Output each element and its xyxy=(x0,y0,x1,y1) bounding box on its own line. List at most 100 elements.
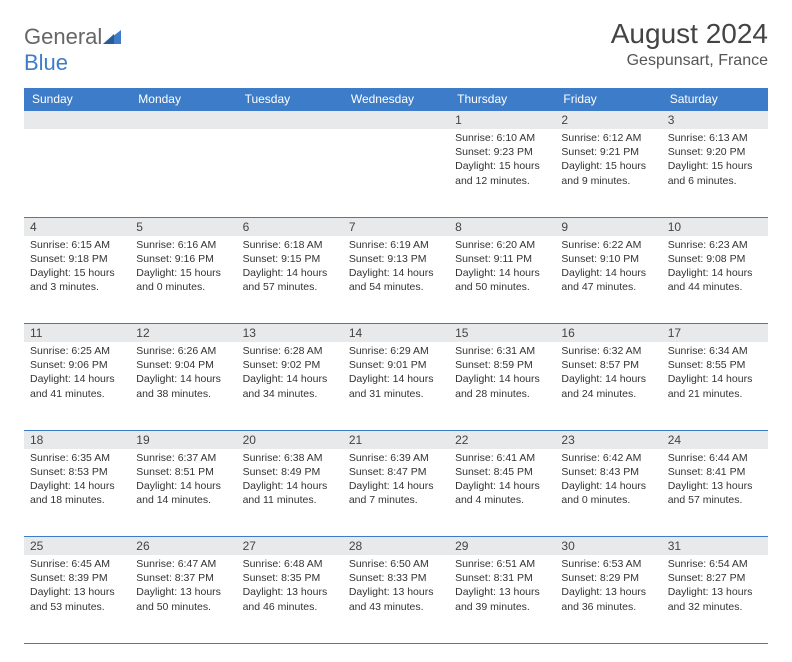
day-details: Sunrise: 6:45 AMSunset: 8:39 PMDaylight:… xyxy=(30,557,124,614)
week-row: Sunrise: 6:25 AMSunset: 9:06 PMDaylight:… xyxy=(24,342,768,430)
daylight: Daylight: 14 hours and 14 minutes. xyxy=(136,479,230,507)
week-row: Sunrise: 6:10 AMSunset: 9:23 PM Daylight:… xyxy=(24,129,768,217)
sunrise: Sunrise: 6:53 AM xyxy=(561,557,655,571)
day-number-row: 25262728293031 xyxy=(24,537,768,556)
sunset: Sunset: 8:55 PM xyxy=(668,358,762,372)
sunrise: Sunrise: 6:20 AM xyxy=(455,238,549,252)
day-details: Sunrise: 6:12 AMSunset: 9:21 PMDaylight:… xyxy=(561,131,655,188)
day-cell: Sunrise: 6:10 AMSunset: 9:23 PMDaylight:… xyxy=(449,129,555,217)
calendar-table: Sunday Monday Tuesday Wednesday Thursday… xyxy=(24,88,768,644)
col-tuesday: Tuesday xyxy=(237,88,343,111)
sunset: Sunset: 9:23 PM xyxy=(455,145,549,159)
day-number: 13 xyxy=(237,324,343,343)
sunrise: Sunrise: 6:23 AM xyxy=(668,238,762,252)
daylight: Daylight: 14 hours and 24 minutes. xyxy=(561,372,655,400)
daylight: Daylight: 13 hours and 43 minutes. xyxy=(349,585,443,613)
logo-text-blue: Blue xyxy=(24,50,68,75)
sunset: Sunset: 8:45 PM xyxy=(455,465,549,479)
sunrise: Sunrise: 6:37 AM xyxy=(136,451,230,465)
sunset: Sunset: 8:59 PM xyxy=(455,358,549,372)
day-details: Sunrise: 6:19 AMSunset: 9:13 PMDaylight:… xyxy=(349,238,443,295)
day-details: Sunrise: 6:44 AMSunset: 8:41 PMDaylight:… xyxy=(668,451,762,508)
day-number: 10 xyxy=(662,217,768,236)
daylight: Daylight: 13 hours and 36 minutes. xyxy=(561,585,655,613)
day-cell: Sunrise: 6:42 AMSunset: 8:43 PMDaylight:… xyxy=(555,449,661,537)
daylight: Daylight: 15 hours and 9 minutes. xyxy=(561,159,655,187)
sunset: Sunset: 8:51 PM xyxy=(136,465,230,479)
daylight: Daylight: 14 hours and 31 minutes. xyxy=(349,372,443,400)
week-row: Sunrise: 6:15 AMSunset: 9:18 PMDaylight:… xyxy=(24,236,768,324)
day-number xyxy=(24,111,130,130)
sunrise: Sunrise: 6:54 AM xyxy=(668,557,762,571)
daylight: Daylight: 14 hours and 38 minutes. xyxy=(136,372,230,400)
sunset: Sunset: 8:53 PM xyxy=(30,465,124,479)
header: General Blue August 2024 Gespunsart, Fra… xyxy=(24,18,768,76)
day-details: Sunrise: 6:50 AMSunset: 8:33 PMDaylight:… xyxy=(349,557,443,614)
daylight: Daylight: 14 hours and 47 minutes. xyxy=(561,266,655,294)
sunset: Sunset: 8:37 PM xyxy=(136,571,230,585)
day-cell: Sunrise: 6:38 AMSunset: 8:49 PMDaylight:… xyxy=(237,449,343,537)
day-details: Sunrise: 6:20 AMSunset: 9:11 PMDaylight:… xyxy=(455,238,549,295)
day-details: Sunrise: 6:54 AMSunset: 8:27 PMDaylight:… xyxy=(668,557,762,614)
day-cell: Sunrise: 6:50 AMSunset: 8:33 PMDaylight:… xyxy=(343,555,449,643)
day-details: Sunrise: 6:18 AMSunset: 9:15 PMDaylight:… xyxy=(243,238,337,295)
day-cell: Sunrise: 6:26 AMSunset: 9:04 PMDaylight:… xyxy=(130,342,236,430)
day-details: Sunrise: 6:23 AMSunset: 9:08 PMDaylight:… xyxy=(668,238,762,295)
day-cell: Sunrise: 6:34 AMSunset: 8:55 PMDaylight:… xyxy=(662,342,768,430)
daylight: Daylight: 13 hours and 53 minutes. xyxy=(30,585,124,613)
sunset: Sunset: 8:31 PM xyxy=(455,571,549,585)
daylight: Daylight: 14 hours and 50 minutes. xyxy=(455,266,549,294)
day-details: Sunrise: 6:37 AMSunset: 8:51 PMDaylight:… xyxy=(136,451,230,508)
day-number: 11 xyxy=(24,324,130,343)
day-number: 1 xyxy=(449,111,555,130)
day-number-row: 123 xyxy=(24,111,768,130)
sunset: Sunset: 9:16 PM xyxy=(136,252,230,266)
day-number xyxy=(237,111,343,130)
sunrise: Sunrise: 6:34 AM xyxy=(668,344,762,358)
logo-text-general: General xyxy=(24,24,102,49)
sunrise: Sunrise: 6:10 AM xyxy=(455,131,549,145)
day-number-row: 18192021222324 xyxy=(24,430,768,449)
day-cell: Sunrise: 6:16 AMSunset: 9:16 PMDaylight:… xyxy=(130,236,236,324)
day-number: 19 xyxy=(130,430,236,449)
day-details: Sunrise: 6:10 AMSunset: 9:23 PMDaylight:… xyxy=(455,131,549,188)
sunrise: Sunrise: 6:50 AM xyxy=(349,557,443,571)
sunrise: Sunrise: 6:15 AM xyxy=(30,238,124,252)
sunrise: Sunrise: 6:35 AM xyxy=(30,451,124,465)
sunrise: Sunrise: 6:18 AM xyxy=(243,238,337,252)
day-number: 7 xyxy=(343,217,449,236)
day-cell: Sunrise: 6:25 AMSunset: 9:06 PMDaylight:… xyxy=(24,342,130,430)
day-details: Sunrise: 6:25 AMSunset: 9:06 PMDaylight:… xyxy=(30,344,124,401)
day-details: Sunrise: 6:13 AMSunset: 9:20 PMDaylight:… xyxy=(668,131,762,188)
day-number: 16 xyxy=(555,324,661,343)
day-cell: Sunrise: 6:20 AMSunset: 9:11 PMDaylight:… xyxy=(449,236,555,324)
day-cell: Sunrise: 6:22 AMSunset: 9:10 PMDaylight:… xyxy=(555,236,661,324)
day-number: 18 xyxy=(24,430,130,449)
sunrise: Sunrise: 6:22 AM xyxy=(561,238,655,252)
day-number: 15 xyxy=(449,324,555,343)
day-number: 8 xyxy=(449,217,555,236)
daylight: Daylight: 13 hours and 57 minutes. xyxy=(668,479,762,507)
day-number: 30 xyxy=(555,537,661,556)
day-details: Sunrise: 6:48 AMSunset: 8:35 PMDaylight:… xyxy=(243,557,337,614)
day-number-row: 11121314151617 xyxy=(24,324,768,343)
day-cell: Sunrise: 6:54 AMSunset: 8:27 PMDaylight:… xyxy=(662,555,768,643)
sunset: Sunset: 8:57 PM xyxy=(561,358,655,372)
day-number: 21 xyxy=(343,430,449,449)
sunset: Sunset: 9:13 PM xyxy=(349,252,443,266)
day-cell: Sunrise: 6:47 AMSunset: 8:37 PMDaylight:… xyxy=(130,555,236,643)
day-cell xyxy=(24,129,130,217)
day-number: 2 xyxy=(555,111,661,130)
col-monday: Monday xyxy=(130,88,236,111)
day-cell: Sunrise: 6:31 AMSunset: 8:59 PMDaylight:… xyxy=(449,342,555,430)
sunrise: Sunrise: 6:28 AM xyxy=(243,344,337,358)
sunset: Sunset: 9:04 PM xyxy=(136,358,230,372)
day-cell: Sunrise: 6:35 AMSunset: 8:53 PMDaylight:… xyxy=(24,449,130,537)
day-cell: Sunrise: 6:13 AMSunset: 9:20 PMDaylight:… xyxy=(662,129,768,217)
sunset: Sunset: 9:01 PM xyxy=(349,358,443,372)
day-cell: Sunrise: 6:15 AMSunset: 9:18 PMDaylight:… xyxy=(24,236,130,324)
day-cell: Sunrise: 6:29 AMSunset: 9:01 PMDaylight:… xyxy=(343,342,449,430)
daylight: Daylight: 14 hours and 34 minutes. xyxy=(243,372,337,400)
daylight: Daylight: 14 hours and 4 minutes. xyxy=(455,479,549,507)
sunset: Sunset: 9:21 PM xyxy=(561,145,655,159)
